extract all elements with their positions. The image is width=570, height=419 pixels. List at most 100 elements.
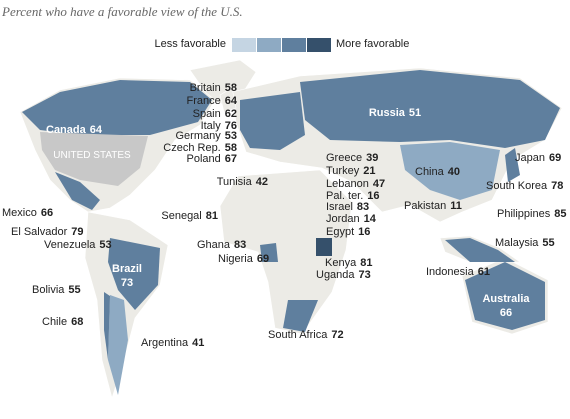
- country-name: Nigeria: [218, 253, 254, 265]
- country-value: 66: [500, 307, 512, 319]
- country-name: Russia: [369, 107, 406, 119]
- nigeria: [260, 243, 278, 262]
- country-value: 55: [68, 284, 80, 296]
- country-name: Venezuela: [44, 239, 96, 251]
- country-name: France: [187, 95, 221, 107]
- china: [400, 142, 500, 200]
- country-label: Philippines 85: [497, 208, 566, 220]
- russia: [300, 70, 560, 148]
- country-name: Israel: [326, 201, 353, 213]
- country-label: Chile 68: [42, 316, 83, 328]
- country-value: 53: [225, 130, 237, 142]
- country-name: Spain: [193, 108, 221, 120]
- country-name: Germany: [176, 130, 222, 142]
- country-label: Spain 62: [193, 108, 237, 120]
- country-value: 51: [409, 107, 421, 119]
- country-name: Greece: [326, 152, 362, 164]
- country-name: Uganda: [316, 269, 355, 281]
- country-label: Germany 53: [176, 130, 238, 142]
- country-name: Senegal: [161, 210, 201, 222]
- title: Percent who have a favorable view of the…: [1, 4, 243, 19]
- country-value: 55: [542, 237, 554, 249]
- country-label: Turkey 21: [326, 165, 375, 177]
- country-name: Argentina: [141, 337, 189, 349]
- country-value: 85: [554, 208, 566, 220]
- country-label: Japan 69: [515, 152, 561, 164]
- country-value: 83: [357, 201, 369, 213]
- country-label: Egypt 16: [326, 226, 370, 238]
- country-name: Britain: [190, 82, 221, 94]
- country-value: 40: [448, 166, 460, 178]
- country-name: Ghana: [197, 239, 231, 251]
- legend-swatches: [232, 38, 331, 52]
- country-value: 72: [331, 329, 343, 341]
- country-label: Czech Rep. 58: [163, 142, 237, 154]
- country-value: 62: [225, 108, 237, 120]
- country-label: Bolivia 55: [32, 284, 81, 296]
- united-states: [40, 132, 148, 186]
- country-label: Nigeria 69: [218, 253, 269, 265]
- country-label: Poland 67: [186, 153, 237, 165]
- country-value: 79: [71, 226, 83, 238]
- country-name: Pakistan: [404, 200, 446, 212]
- japan: [505, 148, 520, 182]
- country-value: 16: [367, 190, 379, 202]
- mexico: [55, 172, 100, 210]
- country-label: Senegal 81: [161, 210, 218, 222]
- country-name: Kenya: [325, 257, 357, 269]
- legend-swatch: [232, 38, 256, 52]
- country-label: El Salvador 79: [11, 226, 84, 238]
- country-name: Poland: [186, 153, 220, 165]
- country-name: Turkey: [326, 165, 360, 177]
- country-value: 76: [225, 120, 237, 132]
- canada: [22, 80, 212, 135]
- country-name: Indonesia: [426, 266, 475, 278]
- legend-swatch: [307, 38, 331, 52]
- country-value: 68: [71, 316, 83, 328]
- country-label: Malaysia 55: [495, 237, 555, 249]
- country-value: 47: [373, 178, 385, 190]
- country-label: Mexico 66: [2, 207, 53, 219]
- country-name: Chile: [42, 316, 67, 328]
- country-label: Russia 51: [369, 107, 421, 119]
- country-label: Indonesia 61: [426, 266, 490, 278]
- united-states-label: UNITED STATES: [53, 150, 131, 161]
- country-name: Malaysia: [495, 237, 539, 249]
- country-label: Greece 39: [326, 152, 378, 164]
- country-label: Italy 76: [201, 120, 237, 132]
- brazil: [108, 238, 160, 310]
- country-value: 58: [225, 82, 237, 94]
- country-label: Kenya 81: [325, 257, 372, 269]
- country-name: Canada: [46, 124, 87, 136]
- country-name: Italy: [201, 120, 222, 132]
- country-value: 64: [90, 124, 103, 136]
- country-value: 66: [41, 207, 53, 219]
- country-name: Tunisia: [217, 176, 253, 188]
- country-label: Uganda 73: [316, 269, 371, 281]
- country-name: Brazil: [112, 263, 142, 275]
- country-name: Japan: [515, 152, 545, 164]
- legend-swatch: [282, 38, 306, 52]
- country-value: 67: [225, 153, 237, 165]
- country-value: 11: [450, 200, 462, 212]
- country-name: South Africa: [268, 329, 328, 341]
- country-value: 64: [225, 95, 238, 107]
- country-name: Pal. ter.: [326, 190, 363, 202]
- country-label: South Korea 78: [486, 180, 563, 192]
- country-label: Tunisia 42: [217, 176, 268, 188]
- country-label: Pakistan 11: [404, 200, 462, 212]
- country-name: South Korea: [486, 180, 548, 192]
- country-value: 78: [551, 180, 563, 192]
- country-name: Bolivia: [32, 284, 65, 296]
- country-label: Argentina 41: [141, 337, 204, 349]
- country-label: Israel 83: [326, 201, 369, 213]
- country-value: 73: [359, 269, 371, 281]
- country-value: 21: [363, 165, 375, 177]
- country-label: South Africa 72: [268, 329, 344, 341]
- country-value: 69: [549, 152, 561, 164]
- europe: [240, 92, 305, 150]
- country-label: Ghana 83: [197, 239, 246, 251]
- country-name: China: [415, 166, 445, 178]
